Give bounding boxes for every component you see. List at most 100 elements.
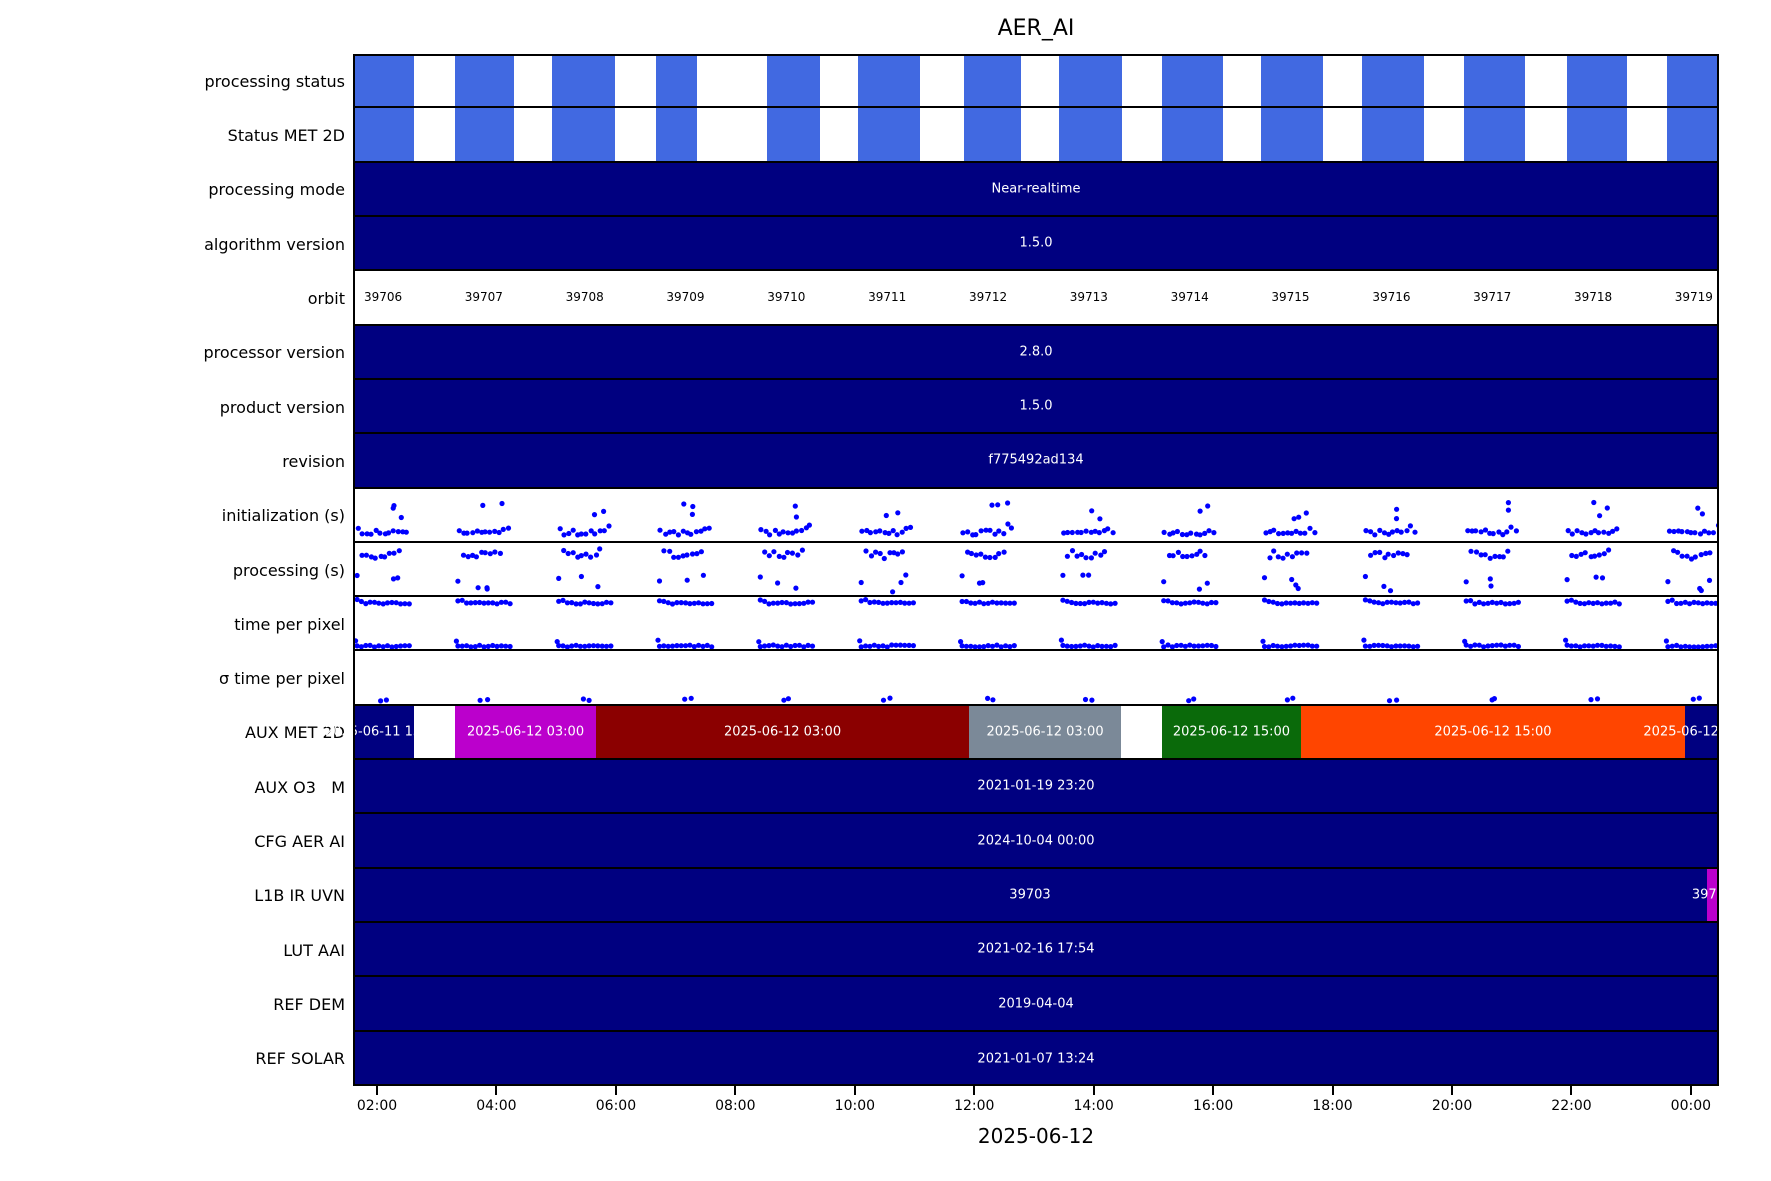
dot	[1665, 578, 1671, 585]
dot	[995, 501, 1001, 507]
dot	[507, 644, 513, 650]
row-orbit: orbit 39706 39707 39708 39709 39710 39711 39712…	[0, 271, 1771, 326]
x-tick-label-22:00: 22:00	[1551, 1098, 1592, 1114]
dot	[1367, 643, 1373, 650]
dot	[1098, 552, 1104, 558]
dot	[482, 549, 488, 556]
dot	[1058, 637, 1064, 643]
dot	[1077, 643, 1083, 649]
dot	[1564, 642, 1570, 648]
dot	[1211, 529, 1217, 535]
dot	[1487, 555, 1493, 561]
dot	[1011, 600, 1017, 606]
dot	[1391, 552, 1397, 558]
orbit-label-39719: 39719	[1674, 290, 1713, 305]
dot	[1610, 528, 1616, 534]
dot	[570, 549, 576, 556]
dot	[1394, 527, 1400, 533]
dot	[1372, 549, 1378, 556]
dot	[353, 638, 359, 644]
dot	[1083, 554, 1089, 561]
status-block	[552, 108, 616, 161]
dot	[1086, 599, 1092, 606]
orbit-label-39713: 39713	[1069, 290, 1108, 305]
dot	[1200, 643, 1206, 649]
dot	[1186, 698, 1192, 704]
dot	[475, 584, 481, 591]
dot	[1513, 527, 1519, 534]
dot	[1588, 697, 1594, 703]
dot	[762, 598, 768, 605]
dot	[481, 644, 487, 650]
dot	[1679, 528, 1685, 534]
dot	[1184, 553, 1190, 559]
dot	[1599, 601, 1605, 607]
dot	[992, 531, 998, 537]
dot	[1515, 599, 1521, 606]
dot	[976, 580, 983, 586]
status-block	[858, 54, 920, 107]
row-label-lut-aai: LUT AAI	[283, 940, 345, 960]
x-tick-06:00	[614, 1086, 617, 1095]
dot	[477, 600, 483, 606]
dot	[591, 511, 598, 517]
dot	[593, 552, 600, 558]
dot	[793, 527, 799, 534]
dot	[577, 643, 583, 650]
dot	[472, 644, 478, 650]
dot	[496, 529, 502, 535]
x-tick-label-14:00: 14:00	[1073, 1098, 1114, 1114]
dot	[1682, 643, 1688, 650]
dot	[990, 697, 996, 703]
x-tick-label-04:00: 04:00	[476, 1098, 517, 1114]
dot	[1678, 600, 1684, 607]
dot	[1698, 551, 1704, 558]
dot	[1362, 597, 1368, 603]
status-block	[1261, 108, 1323, 161]
dot	[1184, 531, 1190, 537]
dot	[1701, 528, 1708, 534]
dot	[1500, 554, 1506, 560]
dot	[1489, 599, 1495, 606]
status-block	[1362, 108, 1424, 161]
dot	[1312, 529, 1318, 535]
dot	[367, 599, 373, 605]
segment-l1b-ir-uvn-1	[1706, 868, 1719, 922]
dot	[1284, 551, 1290, 557]
status-block	[963, 108, 1021, 161]
dot	[485, 643, 491, 650]
dot	[1103, 600, 1109, 607]
dot	[1674, 642, 1680, 649]
dot	[1601, 529, 1607, 535]
dot	[601, 508, 607, 514]
dot	[958, 639, 964, 645]
dot	[1612, 643, 1618, 650]
dot	[1612, 599, 1618, 605]
dot	[1161, 644, 1167, 650]
dot	[1371, 599, 1377, 605]
status-block	[1161, 108, 1224, 161]
dot	[1061, 529, 1067, 536]
dot	[1614, 525, 1620, 532]
dot	[1003, 600, 1009, 606]
row-label-initialization-s: initialization (s)	[221, 506, 345, 526]
dot	[1064, 598, 1070, 605]
dot	[406, 643, 412, 649]
dot	[1279, 601, 1285, 607]
dot	[1489, 643, 1495, 649]
dot	[481, 600, 487, 606]
status-block	[656, 54, 698, 107]
dot	[1465, 527, 1471, 533]
dot	[492, 528, 498, 534]
dot	[597, 527, 603, 533]
dot	[1309, 643, 1315, 649]
dot	[1478, 528, 1484, 534]
dot	[1608, 600, 1614, 606]
row-l1b-ir-uvn: L1B IR UVN 39703 39718	[0, 868, 1771, 924]
dot	[1588, 529, 1594, 535]
dot	[1505, 548, 1511, 554]
bar-value-revision: f775492ad134	[988, 452, 1084, 468]
dot	[687, 601, 693, 607]
dot	[1593, 574, 1599, 580]
dot	[1688, 529, 1694, 535]
